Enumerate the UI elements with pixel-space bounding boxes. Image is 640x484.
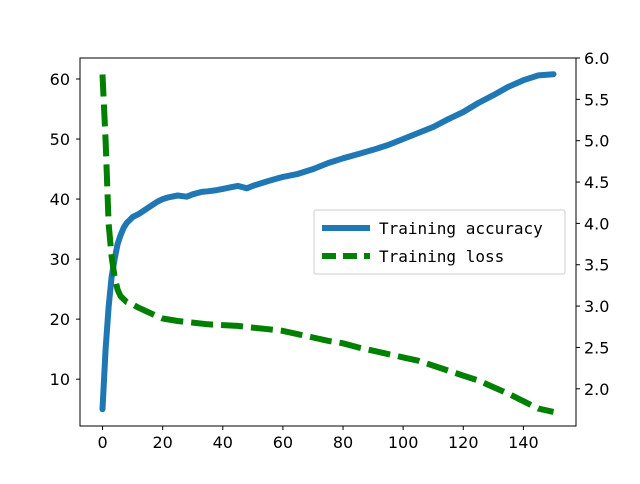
legend-box (313, 209, 566, 275)
y-right-tick-label: 2.5 (584, 338, 609, 357)
x-tick-label: 60 (273, 433, 293, 452)
y-axis-left: 10 20 30 40 50 60 (50, 70, 80, 389)
plot-lines (99, 71, 557, 415)
y-right-tick-label: 3.0 (584, 297, 609, 316)
y-axis-right: 2.0 2.5 3.0 3.5 4.0 4.5 5.0 5.5 6.0 (576, 49, 609, 399)
series-line-training-loss (99, 74, 555, 415)
y-right-tick-label: 5.0 (584, 132, 609, 151)
x-axis: 0 20 40 60 80 100 120 140 (97, 426, 539, 452)
y-left-tick-label: 30 (50, 250, 70, 269)
y-right-tick-label: 4.0 (584, 214, 609, 233)
legend-label-training-accuracy: Training accuracy (379, 219, 543, 238)
x-tick-label: 100 (388, 433, 419, 452)
y-left-tick-label: 40 (50, 190, 70, 209)
y-right-tick-label: 4.5 (584, 173, 609, 192)
legend: Training accuracy Training loss (313, 209, 566, 275)
y-right-tick-label: 3.5 (584, 256, 609, 275)
x-tick-label: 80 (333, 433, 353, 452)
x-tick-label: 0 (97, 433, 107, 452)
legend-label-training-loss: Training loss (379, 247, 504, 266)
y-right-tick-label: 5.5 (584, 90, 609, 109)
plot-frame (79, 57, 577, 427)
series-line-training-accuracy (99, 71, 557, 413)
y-left-tick-label: 10 (50, 370, 70, 389)
y-right-tick-label: 2.0 (584, 380, 609, 399)
x-tick-label: 20 (152, 433, 172, 452)
y-left-tick-label: 60 (50, 70, 70, 89)
y-right-tick-label: 6.0 (584, 49, 609, 68)
y-left-tick-label: 50 (50, 130, 70, 149)
x-tick-label: 140 (508, 433, 539, 452)
x-tick-label: 120 (448, 433, 479, 452)
y-left-tick-label: 20 (50, 310, 70, 329)
x-tick-label: 40 (213, 433, 233, 452)
